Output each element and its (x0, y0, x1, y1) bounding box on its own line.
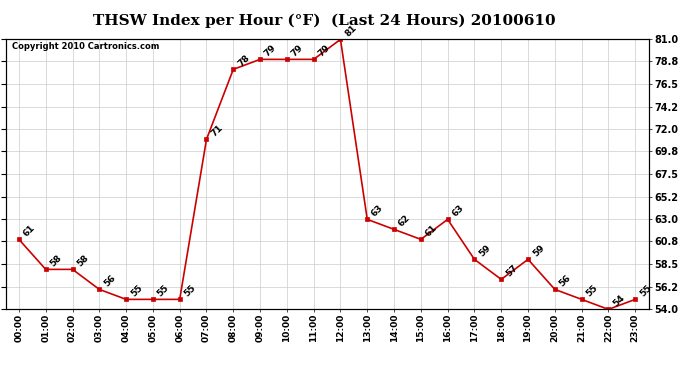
Text: 56: 56 (102, 273, 117, 289)
Text: 55: 55 (182, 284, 197, 298)
Text: 55: 55 (584, 284, 600, 298)
Text: 63: 63 (451, 203, 466, 219)
Text: 55: 55 (638, 284, 653, 298)
Text: 57: 57 (504, 263, 520, 279)
Text: 56: 56 (558, 273, 573, 289)
Text: 61: 61 (21, 224, 37, 238)
Text: Copyright 2010 Cartronics.com: Copyright 2010 Cartronics.com (12, 42, 159, 51)
Text: 79: 79 (317, 43, 332, 58)
Text: 55: 55 (156, 284, 171, 298)
Text: 81: 81 (343, 23, 358, 39)
Text: 61: 61 (424, 224, 439, 238)
Text: 79: 79 (290, 43, 305, 58)
Text: 55: 55 (129, 284, 144, 298)
Text: 54: 54 (611, 293, 627, 309)
Text: 59: 59 (531, 243, 546, 259)
Text: 58: 58 (48, 254, 63, 268)
Text: 79: 79 (263, 43, 278, 58)
Text: 63: 63 (370, 203, 385, 219)
Text: 62: 62 (397, 213, 412, 229)
Text: 71: 71 (209, 123, 224, 139)
Text: 58: 58 (75, 254, 90, 268)
Text: 59: 59 (477, 243, 493, 259)
Text: 78: 78 (236, 53, 251, 69)
Text: THSW Index per Hour (°F)  (Last 24 Hours) 20100610: THSW Index per Hour (°F) (Last 24 Hours)… (93, 13, 555, 27)
